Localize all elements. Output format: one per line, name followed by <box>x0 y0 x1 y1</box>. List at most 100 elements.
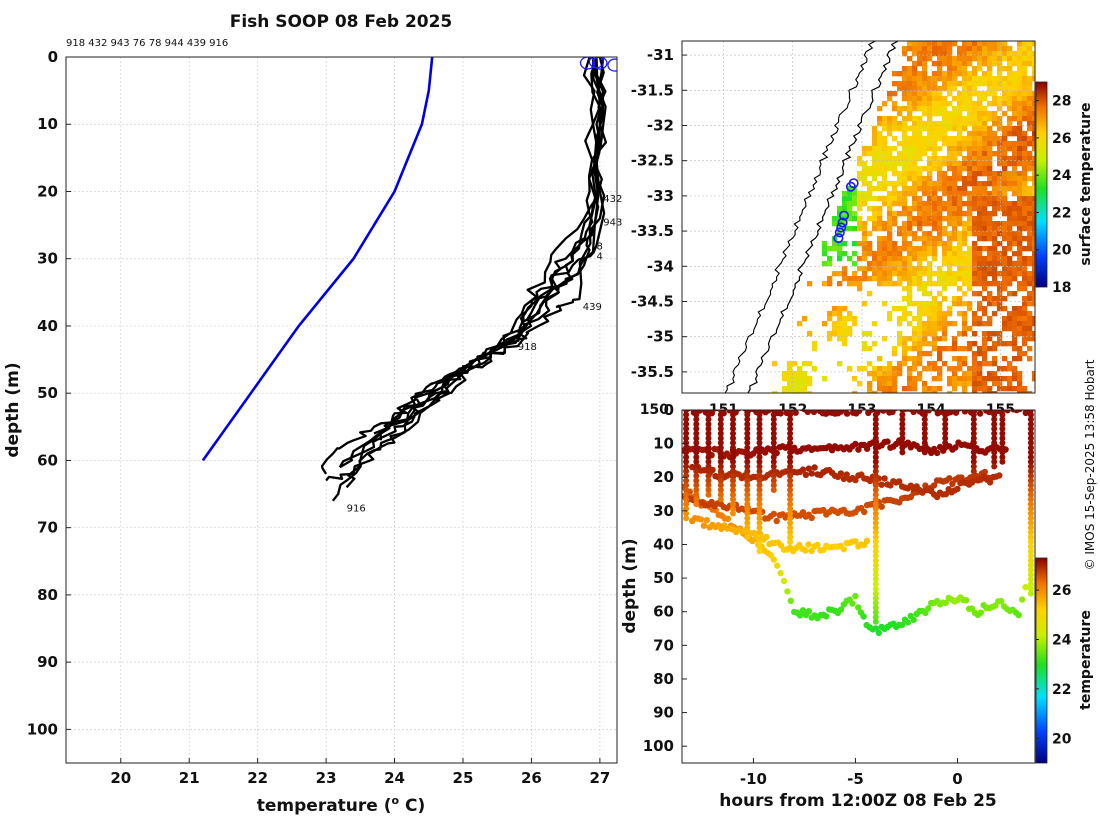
sst-cell <box>972 181 978 187</box>
section-cast-dot <box>744 477 751 484</box>
sst-cell <box>942 181 948 187</box>
sst-cell <box>847 311 853 317</box>
sst-cell <box>987 236 993 242</box>
section-cast-dot <box>756 411 763 418</box>
sst-cell <box>937 86 943 92</box>
section-cast-dot <box>787 534 794 541</box>
sst-cell <box>1007 206 1013 212</box>
sst-cell <box>977 191 983 197</box>
section-dot-thermo-b <box>881 475 888 482</box>
sst-cell <box>972 56 978 62</box>
sst-cell <box>1032 66 1035 72</box>
sst-cell <box>927 291 933 297</box>
sst-cell <box>887 231 893 237</box>
sst-cell <box>917 266 923 272</box>
sst-cell <box>1012 86 1018 92</box>
sst-cell <box>882 271 888 277</box>
sst-cell <box>952 301 958 307</box>
sst-cell <box>907 276 913 282</box>
sst-cell <box>957 51 963 57</box>
sst-cell <box>932 111 938 117</box>
sst-cell <box>897 316 903 322</box>
section-dot-deep <box>910 616 917 623</box>
sst-cell <box>987 256 993 262</box>
sst-cell <box>952 146 958 152</box>
sst-cell <box>847 326 853 332</box>
sst-cell <box>952 196 958 202</box>
section-cast-dot <box>872 496 879 503</box>
sst-cell <box>782 391 788 393</box>
section-cast-dot <box>705 416 712 423</box>
sst-cell <box>987 281 993 287</box>
sst-cell <box>1002 271 1008 277</box>
sst-cell <box>962 156 968 162</box>
sst-cell <box>1007 121 1013 127</box>
sst-cell <box>1022 316 1028 322</box>
sst-cell <box>872 211 878 217</box>
sst-cell <box>862 151 868 157</box>
sst-cell <box>962 241 968 247</box>
sst-cell <box>972 391 978 393</box>
sst-cell <box>947 51 953 57</box>
sst-cell <box>917 341 923 347</box>
sst-cell <box>837 316 843 322</box>
sst-cell <box>1007 91 1013 97</box>
sst-cell <box>1017 221 1023 227</box>
sst-cell <box>877 151 883 157</box>
sst-cell <box>957 121 963 127</box>
sst-cell <box>902 286 908 292</box>
map-ytick-label: -35 <box>647 328 674 346</box>
sst-cell <box>997 241 1003 247</box>
sst-cell <box>787 376 793 382</box>
sst-cell <box>1022 196 1028 202</box>
sst-cell <box>942 201 948 207</box>
map-grid <box>682 41 1035 393</box>
sst-cell <box>952 96 958 102</box>
section-cast-dot <box>921 430 928 437</box>
section-cast-dot <box>1027 425 1034 432</box>
section-cast-dot <box>872 609 879 616</box>
sst-cell <box>932 326 938 332</box>
sst-cell <box>922 231 928 237</box>
section-dot-deep <box>796 612 804 619</box>
section-cast-dot <box>693 416 700 423</box>
sst-cell <box>847 331 853 337</box>
section-cast-dot <box>787 421 794 428</box>
sst-cell <box>977 211 983 217</box>
sst-cell <box>1002 56 1008 62</box>
sst-cell <box>962 96 968 102</box>
sst-cell <box>912 66 918 72</box>
sst-cell <box>997 46 1003 52</box>
section-ytick-label: 100 <box>643 737 674 755</box>
sst-cell <box>992 296 998 302</box>
sst-cell <box>857 256 863 262</box>
section-cb-tick-label: 22 <box>1052 682 1071 698</box>
sst-cell <box>1017 126 1023 132</box>
section-cast-dot <box>683 491 690 498</box>
sst-cell <box>957 256 963 262</box>
profile-id-label: 432 <box>603 194 622 205</box>
sst-cell <box>842 241 848 247</box>
sst-cell <box>1002 176 1008 182</box>
sst-cell <box>982 231 988 237</box>
profile-xlabel-sup: o <box>392 794 400 807</box>
sst-cell <box>987 331 993 337</box>
sst-cell <box>977 206 983 212</box>
sst-cell <box>1012 216 1018 222</box>
sst-cell <box>957 241 963 247</box>
sst-cell <box>857 161 863 167</box>
sst-cell <box>1022 81 1028 87</box>
sst-cell <box>1022 261 1028 267</box>
section-cast-dot <box>970 468 977 475</box>
sst-cell <box>857 216 863 222</box>
sst-cell <box>962 256 968 262</box>
section-cast-dot <box>730 510 736 517</box>
sst-cell <box>867 241 873 247</box>
section-cast-dot <box>999 425 1006 432</box>
sst-cell <box>872 376 878 382</box>
section-dot-thermo-c <box>904 439 912 446</box>
sst-cell <box>947 56 953 62</box>
sst-cell <box>797 381 803 387</box>
sst-cell <box>972 81 978 87</box>
